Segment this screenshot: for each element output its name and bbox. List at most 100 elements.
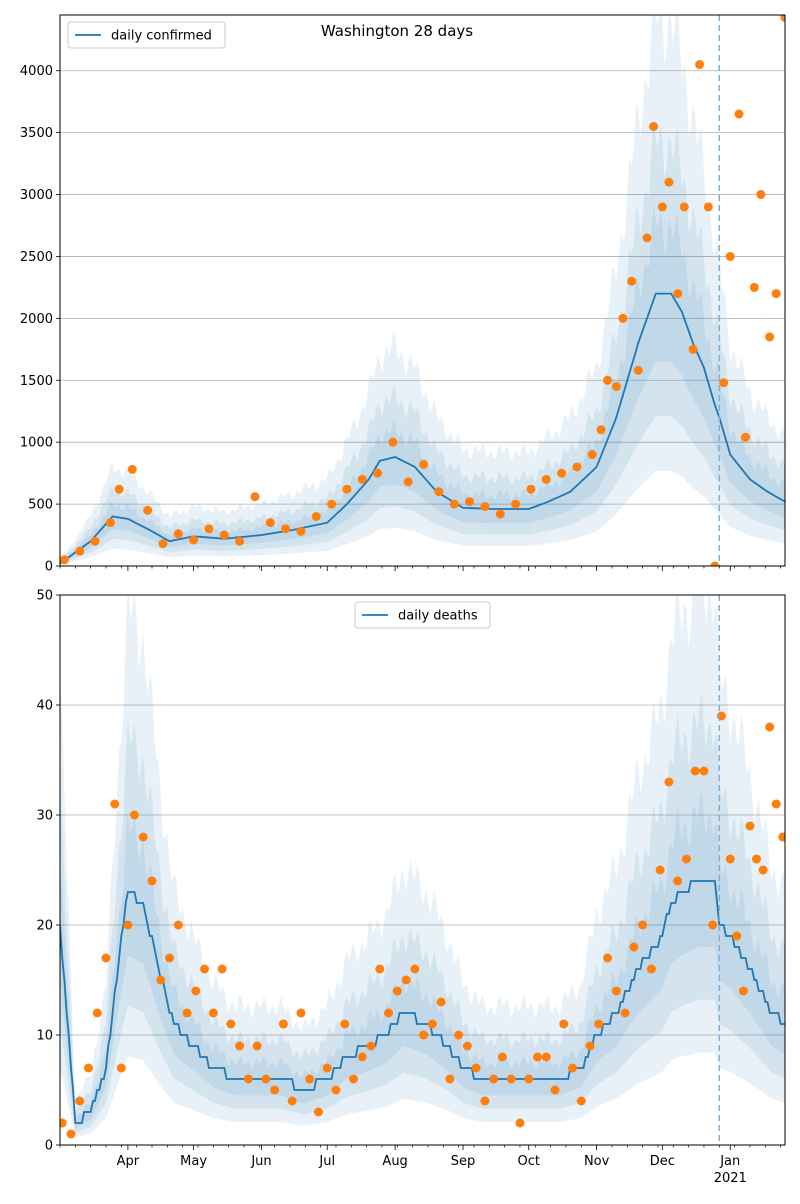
observed-point	[681, 854, 691, 864]
observed-point	[296, 526, 306, 536]
observed-point	[252, 1041, 262, 1051]
observed-point	[287, 1096, 297, 1106]
observed-point	[716, 711, 726, 721]
observed-point	[366, 1041, 376, 1051]
observed-point	[401, 975, 411, 985]
observed-point	[410, 964, 420, 974]
x-tick-label: Apr	[117, 1154, 140, 1169]
observed-point	[235, 536, 245, 546]
observed-point	[765, 722, 775, 732]
observed-point	[741, 432, 751, 442]
observed-point	[388, 437, 398, 447]
observed-point	[557, 468, 567, 478]
observed-point	[638, 920, 648, 930]
observed-point	[75, 1096, 85, 1106]
observed-point	[725, 251, 735, 261]
y-tick-label: 0	[45, 560, 53, 575]
observed-point	[611, 986, 621, 996]
y-tick-label: 3000	[20, 188, 53, 203]
observed-point	[627, 276, 637, 286]
x-year-label: 2021	[714, 1171, 747, 1186]
observed-point	[313, 1107, 323, 1117]
observed-point	[357, 1052, 367, 1062]
observed-point	[419, 459, 429, 469]
observed-point	[138, 832, 148, 842]
observed-point	[489, 1074, 499, 1084]
observed-point	[129, 810, 139, 820]
observed-point	[182, 1008, 192, 1018]
observed-point	[305, 1074, 315, 1084]
observed-point	[147, 876, 157, 886]
observed-point	[765, 332, 775, 342]
y-tick-label: 10	[36, 1029, 53, 1044]
x-tick-label: Jun	[250, 1154, 271, 1169]
observed-point	[189, 535, 199, 545]
y-tick-label: 500	[28, 498, 53, 513]
observed-point	[173, 920, 183, 930]
observed-point	[559, 1019, 569, 1029]
observed-point	[123, 920, 133, 930]
observed-point	[480, 1096, 490, 1106]
observed-point	[526, 484, 536, 494]
observed-point	[217, 964, 227, 974]
observed-point	[208, 1008, 218, 1018]
observed-point	[143, 505, 153, 515]
observed-point	[403, 477, 413, 487]
x-tick-label: Jan	[719, 1154, 740, 1169]
observed-point	[278, 1019, 288, 1029]
observed-point	[780, 15, 785, 22]
observed-point	[541, 1052, 551, 1062]
observed-point	[506, 1074, 516, 1084]
y-tick-label: 20	[36, 919, 53, 934]
observed-point	[664, 777, 674, 787]
y-tick-label: 30	[36, 809, 53, 824]
observed-point	[695, 60, 705, 70]
confirmed-chart: 0 500 1000 1500 2000 2500 3000 3500 4000 daily co…	[20, 14, 786, 575]
observed-point	[327, 499, 337, 509]
observed-point	[384, 1008, 394, 1018]
observed-point	[576, 1096, 586, 1106]
observed-point	[436, 997, 446, 1007]
observed-point	[480, 502, 490, 512]
observed-point	[90, 536, 100, 546]
observed-point	[434, 487, 444, 497]
observed-point	[101, 953, 111, 963]
observed-point	[270, 1085, 280, 1095]
band-inner	[60, 206, 785, 565]
observed-point	[114, 484, 124, 494]
observed-point	[235, 1041, 245, 1051]
observed-point	[419, 1030, 429, 1040]
observed-point	[629, 942, 639, 952]
observed-point	[311, 511, 321, 521]
observed-point	[226, 1019, 236, 1029]
observed-point	[620, 1008, 630, 1018]
x-tick-label: Aug	[382, 1154, 407, 1169]
observed-point	[745, 821, 755, 831]
y-tick-label: 0	[45, 1139, 53, 1154]
observed-point	[495, 509, 505, 519]
observed-point	[596, 425, 606, 435]
observed-point	[191, 986, 201, 996]
series-line	[60, 292, 785, 565]
deaths-chart: 0 10 20 30 40 50 Apr May Jun Jul Aug Sep Oct Nov Dec Ja…	[36, 589, 786, 1186]
legend: daily confirmed	[67, 21, 226, 49]
observed-point	[752, 854, 762, 864]
observed-point	[60, 1118, 67, 1128]
observed-point	[127, 464, 137, 474]
observed-point	[756, 190, 766, 200]
observed-point	[699, 766, 709, 776]
observed-point	[603, 375, 613, 385]
observed-point	[243, 1074, 253, 1084]
observed-point	[618, 313, 628, 323]
observed-point	[532, 1052, 542, 1062]
x-tick-label: Dec	[650, 1154, 675, 1169]
observed-point	[92, 1008, 102, 1018]
observed-point	[749, 282, 759, 292]
x-tick-label: Nov	[584, 1154, 610, 1169]
observed-point	[690, 766, 700, 776]
observed-point	[603, 953, 613, 963]
band-outer	[60, 595, 785, 1138]
observed-point	[204, 524, 214, 534]
observed-point	[105, 518, 115, 528]
observed-point	[322, 1063, 332, 1073]
